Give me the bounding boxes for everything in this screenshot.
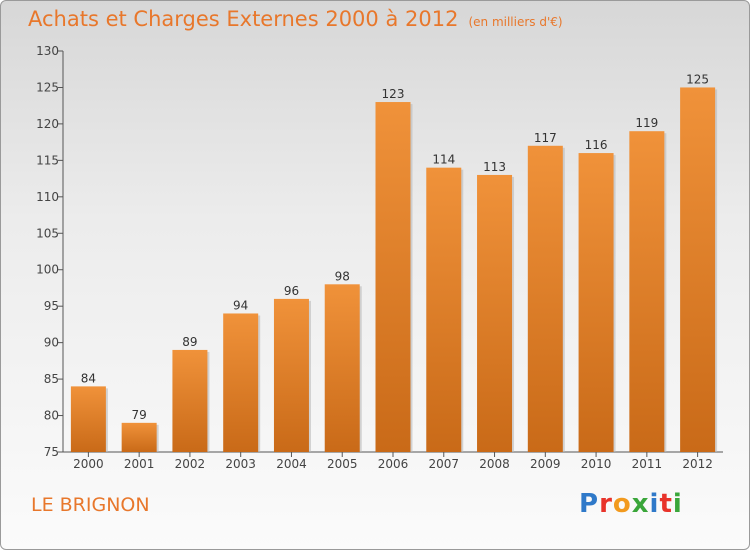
commune-name: LE BRIGNON xyxy=(31,494,150,516)
bar xyxy=(578,153,614,452)
x-tick-label: 2000 xyxy=(73,457,104,471)
bar xyxy=(223,313,259,452)
y-tick-label: 105 xyxy=(36,226,59,240)
proxiti-logo: Proxiti xyxy=(579,489,683,519)
y-tick-label: 95 xyxy=(44,299,59,313)
x-tick-label: 2009 xyxy=(530,457,561,471)
bar xyxy=(680,87,716,453)
x-tick-label: 2001 xyxy=(124,457,155,471)
chart-title: Achats et Charges Externes 2000 à 2012 (e… xyxy=(28,7,563,31)
unit-label: (en milliers d'€) xyxy=(468,15,563,29)
bar xyxy=(324,284,360,452)
bar xyxy=(426,167,462,452)
value-label: 113 xyxy=(483,160,506,174)
value-label: 119 xyxy=(635,116,658,130)
bar xyxy=(121,422,157,452)
y-tick-label: 85 xyxy=(44,372,59,386)
x-tick-label: 2008 xyxy=(479,457,510,471)
y-tick-label: 115 xyxy=(36,153,59,167)
x-tick-label: 2005 xyxy=(327,457,358,471)
value-label: 125 xyxy=(686,72,709,86)
bar xyxy=(273,298,309,452)
y-tick-label: 100 xyxy=(36,263,59,277)
logo-letter: x xyxy=(631,489,650,519)
value-label: 117 xyxy=(534,131,557,145)
x-tick-label: 2004 xyxy=(276,457,307,471)
value-label: 89 xyxy=(182,335,197,349)
y-tick-label: 90 xyxy=(44,336,59,350)
bar xyxy=(375,102,411,452)
logo-letter: t xyxy=(659,489,673,519)
value-label: 96 xyxy=(284,284,299,298)
logo-letter: P xyxy=(579,489,600,519)
value-label: 123 xyxy=(382,87,405,101)
x-tick-label: 2007 xyxy=(428,457,459,471)
bar xyxy=(477,174,513,453)
y-tick-label: 130 xyxy=(36,44,59,58)
logo-letter: o xyxy=(612,489,632,519)
logo-letter: i xyxy=(649,489,660,519)
bar xyxy=(70,386,106,452)
x-tick-label: 2002 xyxy=(175,457,206,471)
bar xyxy=(172,349,208,452)
y-tick-label: 110 xyxy=(36,190,59,204)
x-tick-label: 2006 xyxy=(378,457,409,471)
y-tick-label: 80 xyxy=(44,409,59,423)
x-tick-label: 2011 xyxy=(632,457,663,471)
value-label: 79 xyxy=(132,408,147,422)
y-tick-label: 120 xyxy=(36,117,59,131)
x-tick-label: 2012 xyxy=(682,457,713,471)
y-tick-label: 125 xyxy=(36,80,59,94)
y-tick-label: 75 xyxy=(44,445,59,459)
value-label: 114 xyxy=(432,153,455,167)
x-tick-label: 2003 xyxy=(225,457,256,471)
x-tick-label: 2010 xyxy=(581,457,612,471)
logo-letter: i xyxy=(672,489,683,519)
value-label: 98 xyxy=(335,269,350,283)
value-label: 84 xyxy=(81,371,96,385)
title-text: Achats et Charges Externes 2000 à 2012 xyxy=(28,7,459,31)
logo-letter: r xyxy=(599,489,613,519)
bar xyxy=(527,145,563,453)
value-label: 94 xyxy=(233,298,248,312)
bar xyxy=(629,131,665,452)
value-label: 116 xyxy=(585,138,608,152)
